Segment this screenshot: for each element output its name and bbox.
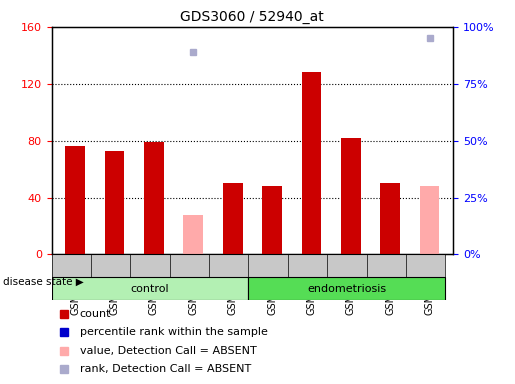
Bar (248, 278, 445, 300)
Bar (65, 146, 85, 255)
Bar (262, 186, 282, 255)
Bar (183, 215, 203, 255)
Text: disease state ▶: disease state ▶ (3, 277, 83, 287)
Bar (302, 73, 321, 255)
Text: endometriosis: endometriosis (307, 284, 386, 294)
Bar (144, 142, 164, 255)
Bar (105, 151, 124, 255)
Text: control: control (131, 284, 169, 294)
Bar (341, 138, 360, 255)
Bar (52, 255, 445, 278)
Text: value, Detection Call = ABSENT: value, Detection Call = ABSENT (80, 346, 256, 356)
Text: rank, Detection Call = ABSENT: rank, Detection Call = ABSENT (80, 364, 251, 374)
Bar (381, 183, 400, 255)
Bar (223, 183, 243, 255)
Bar (420, 186, 439, 255)
Title: GDS3060 / 52940_at: GDS3060 / 52940_at (180, 10, 324, 25)
Text: percentile rank within the sample: percentile rank within the sample (80, 327, 267, 337)
Text: count: count (80, 309, 111, 319)
Bar (52, 278, 248, 300)
